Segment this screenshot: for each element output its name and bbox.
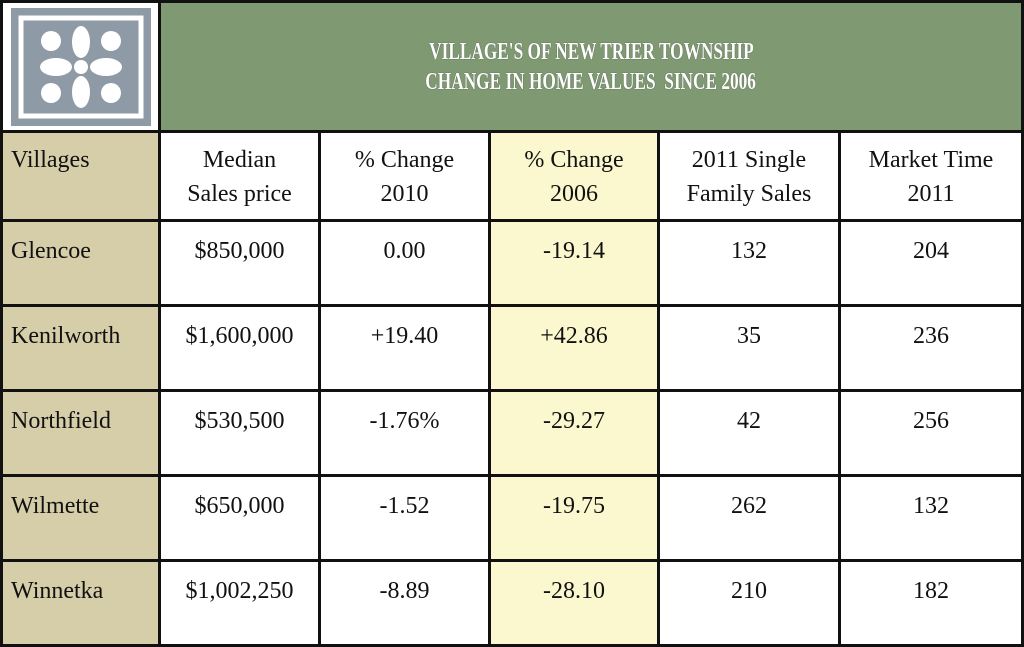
cell-value: 236 (913, 323, 949, 349)
cell: -1.76% (321, 392, 488, 474)
header-text: Median (202, 147, 277, 173)
cell: 42 (660, 392, 838, 474)
cell-value: -1.52 (379, 493, 430, 519)
cell: $1,002,250 (161, 562, 318, 644)
header-text: Sales price (187, 181, 292, 207)
cell-value: 35 (737, 323, 761, 349)
logo (3, 3, 158, 130)
cell: -19.75 (491, 477, 657, 559)
cell-value: -19.14 (543, 238, 605, 264)
cell-value: 132 (731, 238, 767, 264)
cell-value: 42 (737, 408, 761, 434)
village-name: Glencoe (11, 238, 91, 264)
village-name: Winnetka (11, 578, 104, 604)
cell-value: -19.75 (543, 493, 605, 519)
cell: 262 (660, 477, 838, 559)
village-name: Wilmette (11, 493, 100, 519)
cell: 182 (841, 562, 1021, 644)
cell-value: $1,002,250 (185, 578, 294, 604)
village-name: Kenilworth (11, 323, 121, 349)
header-text: % Change (524, 147, 624, 173)
cell: 0.00 (321, 222, 488, 304)
cell-value: 204 (913, 238, 949, 264)
cell: Glencoe (3, 222, 158, 304)
cell: 132 (841, 477, 1021, 559)
header-text: 2010 (380, 181, 429, 207)
header-text: Family Sales (686, 181, 812, 207)
cell-value: $650,000 (194, 493, 285, 519)
cell-value: -8.89 (379, 578, 430, 604)
header-cell: Market Time 2011 (841, 133, 1021, 219)
header-text: 2011 Single (691, 147, 807, 173)
header-text: 2011 (907, 181, 955, 207)
cell: Kenilworth (3, 307, 158, 389)
cell: -29.27 (491, 392, 657, 474)
cell-value: +19.40 (370, 323, 439, 349)
cell-value: -1.76% (369, 408, 440, 434)
title-line: CHANGE IN HOME VALUES SINCE 2006 (425, 68, 757, 95)
cell: 256 (841, 392, 1021, 474)
header-text: % Change (354, 147, 455, 173)
cell-value: -29.27 (543, 408, 605, 434)
cell: $530,500 (161, 392, 318, 474)
cell-value: $1,600,000 (185, 323, 294, 349)
header-cell: Median Sales price (161, 133, 318, 219)
cell: 35 (660, 307, 838, 389)
cell: Northfield (3, 392, 158, 474)
cell-value: 0.00 (383, 238, 426, 264)
cell: -28.10 (491, 562, 657, 644)
cell-value: -28.10 (543, 578, 605, 604)
header-text: Market Time (868, 147, 994, 173)
cell: +19.40 (321, 307, 488, 389)
cell: 236 (841, 307, 1021, 389)
cell-value: 210 (731, 578, 767, 604)
cell-value: 132 (913, 493, 949, 519)
cell: 210 (660, 562, 838, 644)
logo-icon (10, 7, 151, 126)
cell-value: 182 (913, 578, 949, 604)
cell: +42.86 (491, 307, 657, 389)
cell: -1.52 (321, 477, 488, 559)
cell-value: $530,500 (194, 408, 285, 434)
header-text: 2006 (550, 181, 598, 207)
cell: Wilmette (3, 477, 158, 559)
cell-value: 262 (731, 493, 767, 519)
cell-value: +42.86 (540, 323, 608, 349)
village-name: Northfield (11, 408, 111, 434)
cell: 132 (660, 222, 838, 304)
cell-value: 256 (913, 408, 949, 434)
cell: $850,000 (161, 222, 318, 304)
header-cell: % Change 2010 (321, 133, 488, 219)
header-text: Villages (11, 147, 90, 173)
cell: $650,000 (161, 477, 318, 559)
title-line: VILLAGE'S OF NEW TRIER TOWNSHIP (428, 38, 754, 65)
header-cell: Villages (3, 133, 158, 219)
cell: Winnetka (3, 562, 158, 644)
cell: -19.14 (491, 222, 657, 304)
cell: -8.89 (321, 562, 488, 644)
title-band: VILLAGE'S OF NEW TRIER TOWNSHIP CHANGE IN… (161, 3, 1021, 130)
header-cell: % Change 2006 (491, 133, 657, 219)
cell-value: $850,000 (194, 238, 285, 264)
cell: $1,600,000 (161, 307, 318, 389)
cell: 204 (841, 222, 1021, 304)
header-cell: 2011 Single Family Sales (660, 133, 838, 219)
